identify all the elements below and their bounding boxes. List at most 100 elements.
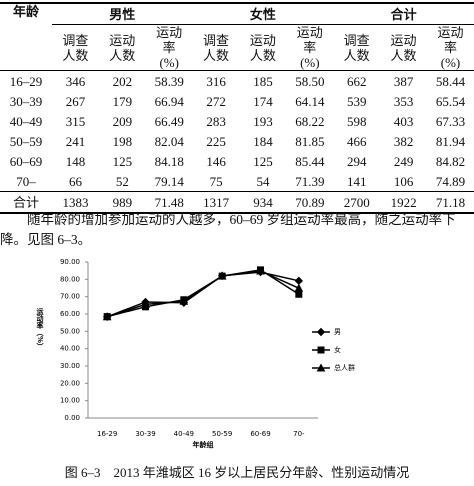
table-cell: 合计 <box>0 191 52 214</box>
table-cell: 225 <box>206 133 226 149</box>
y-tick-label: 20.00 <box>60 379 80 387</box>
table-cell: 52 <box>115 173 129 189</box>
marker <box>256 266 265 275</box>
legend-label: 女 <box>334 345 341 354</box>
marker <box>316 363 326 372</box>
table-row: 30–39 267 179 66.94 272 174 64.14 539 353 65.54 <box>0 91 474 111</box>
x-tick-label: 40-49 <box>174 430 194 438</box>
table-cell: 387 <box>393 73 414 89</box>
table-row: 合计 1383 989 71.48 1317 934 70.89 2700 1922 71.18 <box>0 191 474 214</box>
table-row: 40–49 315 209 66.49 283 193 68.22 598 403 67.33 <box>0 111 474 131</box>
series-line <box>106 269 300 318</box>
y-tick-label: 10.00 <box>60 397 80 405</box>
marker <box>316 327 326 337</box>
subheader-cell: 运动率(%) <box>427 24 474 71</box>
marker <box>102 312 112 321</box>
table-cell: 66 <box>68 173 82 189</box>
table-row: 16–29 346 202 58.39 316 185 58.50 662 387 58.44 <box>0 71 474 92</box>
table-cell: 598 <box>346 113 367 129</box>
table-cell: 54 <box>256 173 270 189</box>
header-cell: 男性 <box>52 2 193 25</box>
table-cell: 283 <box>206 113 226 129</box>
y-tick-label: 70.00 <box>60 293 80 301</box>
x-tick-label: 60-69 <box>250 430 270 438</box>
paragraph: 随年龄的增加参加运动的人越多，60–69 岁组运动率最高，随之运动率下降。见图 … <box>0 212 456 247</box>
y-tick-label: 50.00 <box>60 327 80 335</box>
header-cell: 合计 <box>333 2 474 25</box>
x-tick-label: 70- <box>293 430 305 438</box>
y-tick-label: 30.00 <box>60 362 80 370</box>
table-cell: 1317 <box>192 191 240 214</box>
y-tick-label: 0.00 <box>64 414 80 422</box>
table-cell: 198 <box>112 133 133 149</box>
marker <box>317 346 325 354</box>
table-cell: 79.14 <box>154 173 184 189</box>
table-cell: 382 <box>393 133 414 149</box>
marker <box>179 296 189 305</box>
table-cell: 71.18 <box>427 191 474 214</box>
table-cell: 71.48 <box>145 191 193 214</box>
subheader-cell: 运动人数 <box>98 24 146 71</box>
table-cell: 934 <box>239 191 287 214</box>
table-cell: 58.44 <box>435 73 466 89</box>
table-cell: 81.94 <box>435 133 466 149</box>
table-cell: 65.54 <box>435 93 466 109</box>
marker <box>217 271 227 280</box>
table-cell: 989 <box>98 191 146 214</box>
chart: 0.00 10.00 20.00 30.00 40.00 50.00 60.00 70.00 8… <box>36 258 356 449</box>
table-cell: 466 <box>346 133 367 149</box>
subheader-cell: 运动人数 <box>239 24 287 71</box>
table-cell: 40–49 <box>9 113 43 129</box>
table-cell: 184 <box>253 133 273 149</box>
marker <box>295 290 303 298</box>
table-cell: 294 <box>346 153 367 169</box>
table-cell: 70– <box>16 173 36 189</box>
table-row: 60–69 148 125 84.18 146 125 85.44 294 249 84.82 <box>0 151 474 171</box>
x-axis-title: 年龄组 <box>193 440 214 449</box>
table-cell: 202 <box>112 73 133 89</box>
table-row: 70– 66 52 79.14 75 54 71.39 141 106 74.89 <box>0 171 474 192</box>
subheader-cell: 运动率(%) <box>286 24 334 71</box>
series-line <box>106 270 300 318</box>
table-cell: 67.33 <box>435 113 466 129</box>
marker <box>141 299 150 308</box>
y-tick-label: 90.00 <box>60 258 80 266</box>
table-row: 50–59 241 198 82.04 225 184 81.85 466 382 81.94 <box>0 131 474 151</box>
table-cell: 249 <box>393 153 414 169</box>
table-cell: 60–69 <box>9 153 43 169</box>
legend-label: 总人群 <box>334 363 355 372</box>
header-cell: 女性 <box>192 2 334 25</box>
table-cell: 84.18 <box>154 153 184 169</box>
table-cell: 58.50 <box>295 73 325 89</box>
subheader-cell: 调查人数 <box>52 24 99 71</box>
y-tick-label: 60.00 <box>60 310 80 318</box>
table-cell: 403 <box>393 113 414 129</box>
y-tick-label: 40.00 <box>60 345 80 353</box>
table-cell: 148 <box>65 153 86 169</box>
table-cell: 1922 <box>380 191 427 214</box>
y-axis-title: 运动率（%） <box>36 308 45 350</box>
header-cell: 年龄 <box>0 2 52 71</box>
table-cell: 209 <box>112 113 133 129</box>
x-tick-label: 30-39 <box>135 430 155 438</box>
table-cell: 71.39 <box>295 173 325 189</box>
header-row: 年龄 男性 女性 合计 <box>0 2 474 71</box>
table-cell: 106 <box>393 173 414 189</box>
table-cell: 193 <box>253 113 273 129</box>
table-cell: 146 <box>206 153 226 169</box>
table-cell: 1383 <box>52 191 99 214</box>
series-line <box>106 271 299 318</box>
table-cell: 185 <box>253 73 273 89</box>
table-cell: 66.49 <box>154 113 184 129</box>
y-tick-label: 80.00 <box>60 275 80 283</box>
table-cell: 346 <box>65 73 86 89</box>
table-cell: 50–59 <box>9 133 43 149</box>
table-cell: 66.94 <box>154 93 184 109</box>
table-cell: 70.89 <box>286 191 334 214</box>
table-cell: 241 <box>65 133 86 149</box>
figure-caption: 图 6–3 2013 年潍城区 16 岁以上居民分年龄、性别运动情况 <box>64 465 410 480</box>
subheader-row: 调查人数 运动人数 运动率(%) 调查人数 运动人数 运动率(%) 调查人数 运动人数 运动率(… <box>0 24 474 71</box>
x-tick-label: 50-59 <box>212 430 232 438</box>
table-cell: 353 <box>393 93 414 109</box>
